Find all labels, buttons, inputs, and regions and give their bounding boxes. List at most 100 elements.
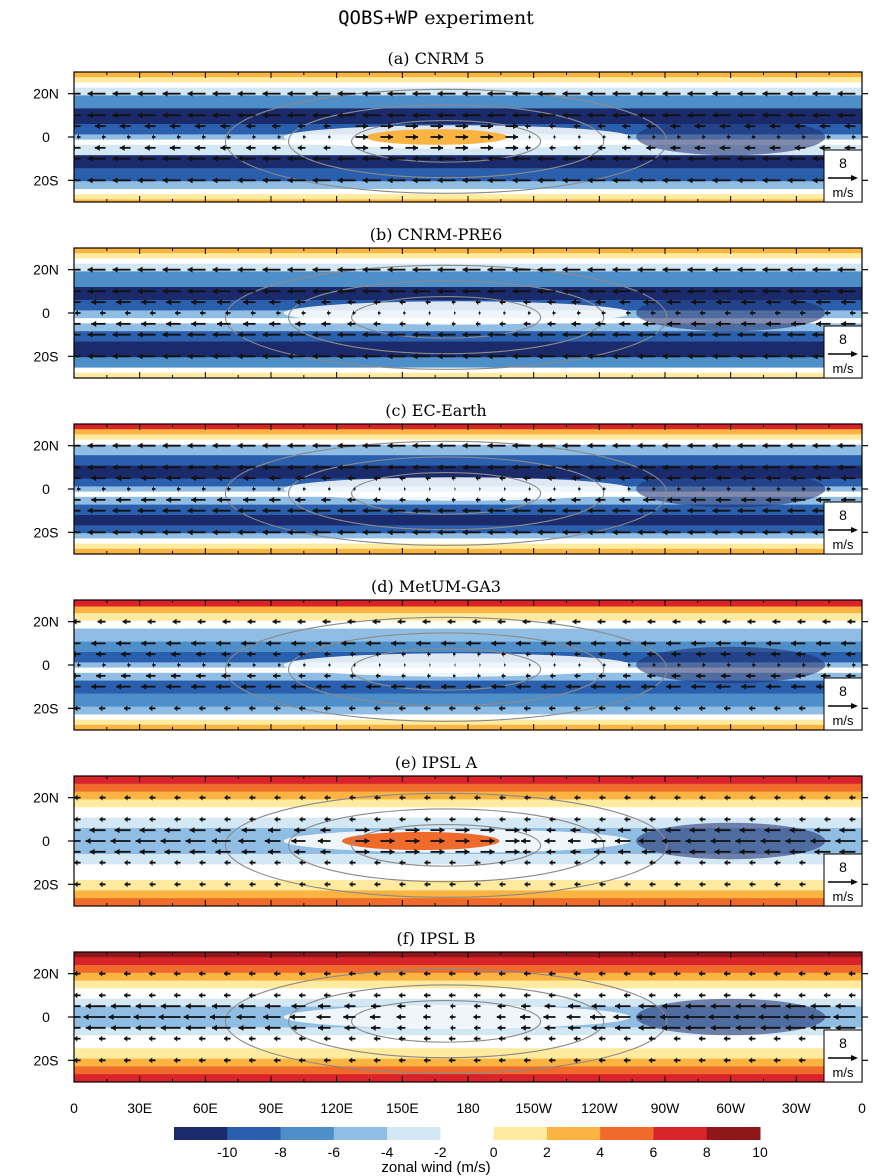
- wind-vector-head: [299, 794, 303, 801]
- wind-vector-head: [183, 1014, 189, 1020]
- wind-vector-head: [87, 464, 93, 471]
- contour-band: [74, 672, 862, 682]
- panel-title: (c) EC-Earth: [385, 401, 486, 420]
- wind-vector-head: [100, 310, 103, 316]
- wind-vector-head: [174, 881, 178, 888]
- wind-vector-head: [791, 496, 797, 503]
- wind-vector-head: [337, 90, 343, 97]
- wind-vector-head: [449, 794, 453, 801]
- wind-vector-head: [487, 112, 493, 119]
- forcing-contour: [287, 456, 605, 531]
- wind-vector-head: [674, 859, 678, 866]
- wind-vector-head: [267, 848, 273, 855]
- wind-vector-head: [541, 683, 547, 690]
- wind-vector-head: [712, 331, 718, 338]
- wind-vector-head: [141, 299, 147, 306]
- wind-vector-head: [173, 970, 178, 977]
- wind-vector-head: [837, 288, 843, 295]
- wind-vector-head: [139, 827, 145, 834]
- wind-vector-head: [199, 794, 203, 801]
- wind-vector-head: [799, 881, 803, 888]
- wind-vector-head: [173, 992, 178, 999]
- wind-vector-head: [547, 475, 552, 482]
- wind-vector-head: [373, 320, 378, 327]
- wind-vector-head: [548, 970, 553, 977]
- wind-vector-head: [324, 705, 328, 712]
- wind-vector-head: [399, 496, 403, 503]
- wind-vector-head: [451, 320, 454, 327]
- wind-vector-head: [674, 794, 678, 801]
- wind-vector-head: [320, 827, 326, 834]
- wind-vector-head: [223, 1057, 228, 1064]
- wind-vector-head: [294, 827, 300, 834]
- wind-vector-head: [712, 353, 718, 360]
- wind-vector-head: [737, 353, 743, 360]
- wind-vector-head: [724, 859, 728, 866]
- wind-vector-head: [262, 507, 268, 514]
- wind-vector-head: [87, 353, 93, 360]
- wind-vector-head: [147, 618, 152, 625]
- forcing-contour: [351, 647, 542, 691]
- wind-vector-head: [487, 177, 493, 184]
- wind-vector-head: [514, 848, 520, 855]
- wind-vector-head: [317, 1003, 323, 1010]
- wind-vector-head: [674, 705, 678, 712]
- wind-vector-head: [316, 640, 322, 647]
- wind-vector-head: [812, 464, 818, 471]
- contour-band: [74, 108, 862, 125]
- wind-vector-head: [766, 496, 772, 503]
- wind-vector-head: [98, 992, 103, 999]
- wind-vector-head: [328, 486, 330, 492]
- wind-vector-head: [667, 320, 673, 327]
- wind-vector-head: [74, 705, 78, 712]
- wind-vector-head: [599, 859, 603, 866]
- wind-vector-head: [200, 310, 203, 316]
- wind-vector-head: [826, 134, 829, 140]
- wind-vector-head: [602, 486, 605, 492]
- wind-vector-head: [401, 651, 404, 658]
- wind-vector-head: [627, 134, 630, 140]
- wind-vector-head: [819, 144, 825, 151]
- wind-vector-head: [512, 464, 518, 471]
- wind-vector-head: [362, 331, 368, 338]
- wind-vector-head: [366, 640, 372, 647]
- wind-vector-head: [475, 496, 479, 503]
- reference-vector-head: [851, 879, 858, 885]
- wind-vector-head: [262, 266, 268, 273]
- wind-vector-head: [619, 320, 625, 327]
- wind-vector-head: [387, 529, 393, 536]
- wind-vector-head: [124, 816, 128, 823]
- wind-vector-head: [373, 970, 378, 977]
- wind-vector-head: [217, 475, 223, 482]
- wind-vector-head: [137, 507, 143, 514]
- wind-vector-head: [375, 651, 379, 658]
- wind-vector-head: [587, 442, 593, 449]
- wind-vector-head: [323, 1035, 328, 1042]
- wind-vector-head: [666, 640, 672, 647]
- contour-band: [74, 957, 862, 966]
- wind-vector-head: [772, 618, 777, 625]
- wind-vector-head: [363, 123, 369, 130]
- wind-vector-head: [649, 859, 653, 866]
- colorbar-tick-label: -10: [217, 1144, 237, 1160]
- reference-vector-box: [823, 325, 863, 379]
- wind-vector-head: [174, 816, 178, 823]
- wind-vector-head: [349, 705, 353, 712]
- wind-vector-head: [449, 1014, 453, 1020]
- wind-vector-head: [791, 299, 797, 306]
- wind-vector-head: [590, 1014, 596, 1020]
- wind-vector-head: [374, 705, 378, 712]
- colorbar-tick-label: -8: [274, 1144, 287, 1160]
- wind-vector-head: [637, 177, 643, 184]
- wind-vector-head: [697, 618, 702, 625]
- contour-band: [74, 706, 862, 715]
- wind-vector-head: [266, 640, 272, 647]
- wind-vector-head: [739, 848, 745, 855]
- wind-vector-head: [312, 331, 318, 338]
- wind-vector-head: [537, 529, 543, 536]
- wind-vector-head: [787, 112, 793, 119]
- reference-vector-head: [851, 175, 858, 181]
- wind-vector-head: [187, 442, 193, 449]
- wind-vector-head: [427, 672, 429, 679]
- x-tick-label: 150W: [515, 1100, 552, 1116]
